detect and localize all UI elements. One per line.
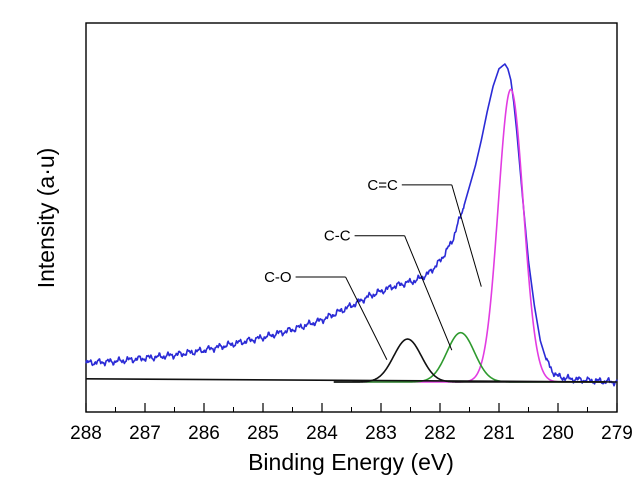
x-tick-label: 285 (247, 423, 279, 444)
baseline-line (85, 378, 618, 383)
annotation-label: C-O (264, 269, 292, 286)
x-tick-label: 279 (601, 423, 633, 444)
series-group (85, 63, 618, 387)
x-ticks (85, 403, 618, 412)
x-tick-label: 287 (129, 423, 161, 444)
x-axis-title: Binding Energy (eV) (248, 449, 454, 475)
annotation-leader (345, 276, 388, 360)
x-tick-label: 284 (306, 423, 338, 444)
annotation-leader (404, 235, 453, 351)
annotation-label: C=C (367, 177, 398, 194)
annotation-label: C-C (324, 228, 351, 245)
y-axis-title: Intensity (a·u) (33, 148, 59, 289)
x-tick-label: 280 (542, 423, 574, 444)
x-tick-label: 283 (365, 423, 397, 444)
annotation-leader (451, 184, 482, 287)
raw-spectrum-line (85, 63, 618, 387)
x-tick-label: 282 (424, 423, 456, 444)
plot-area (85, 22, 618, 413)
x-tick-label: 281 (483, 423, 515, 444)
x-tick-labels: 288 287 286 285 284 283 282 281 280 279 (70, 423, 633, 444)
x-tick-label: 286 (188, 423, 220, 444)
annotations: C=C C-C C-O (264, 177, 482, 360)
x-tick-label: 288 (70, 423, 102, 444)
